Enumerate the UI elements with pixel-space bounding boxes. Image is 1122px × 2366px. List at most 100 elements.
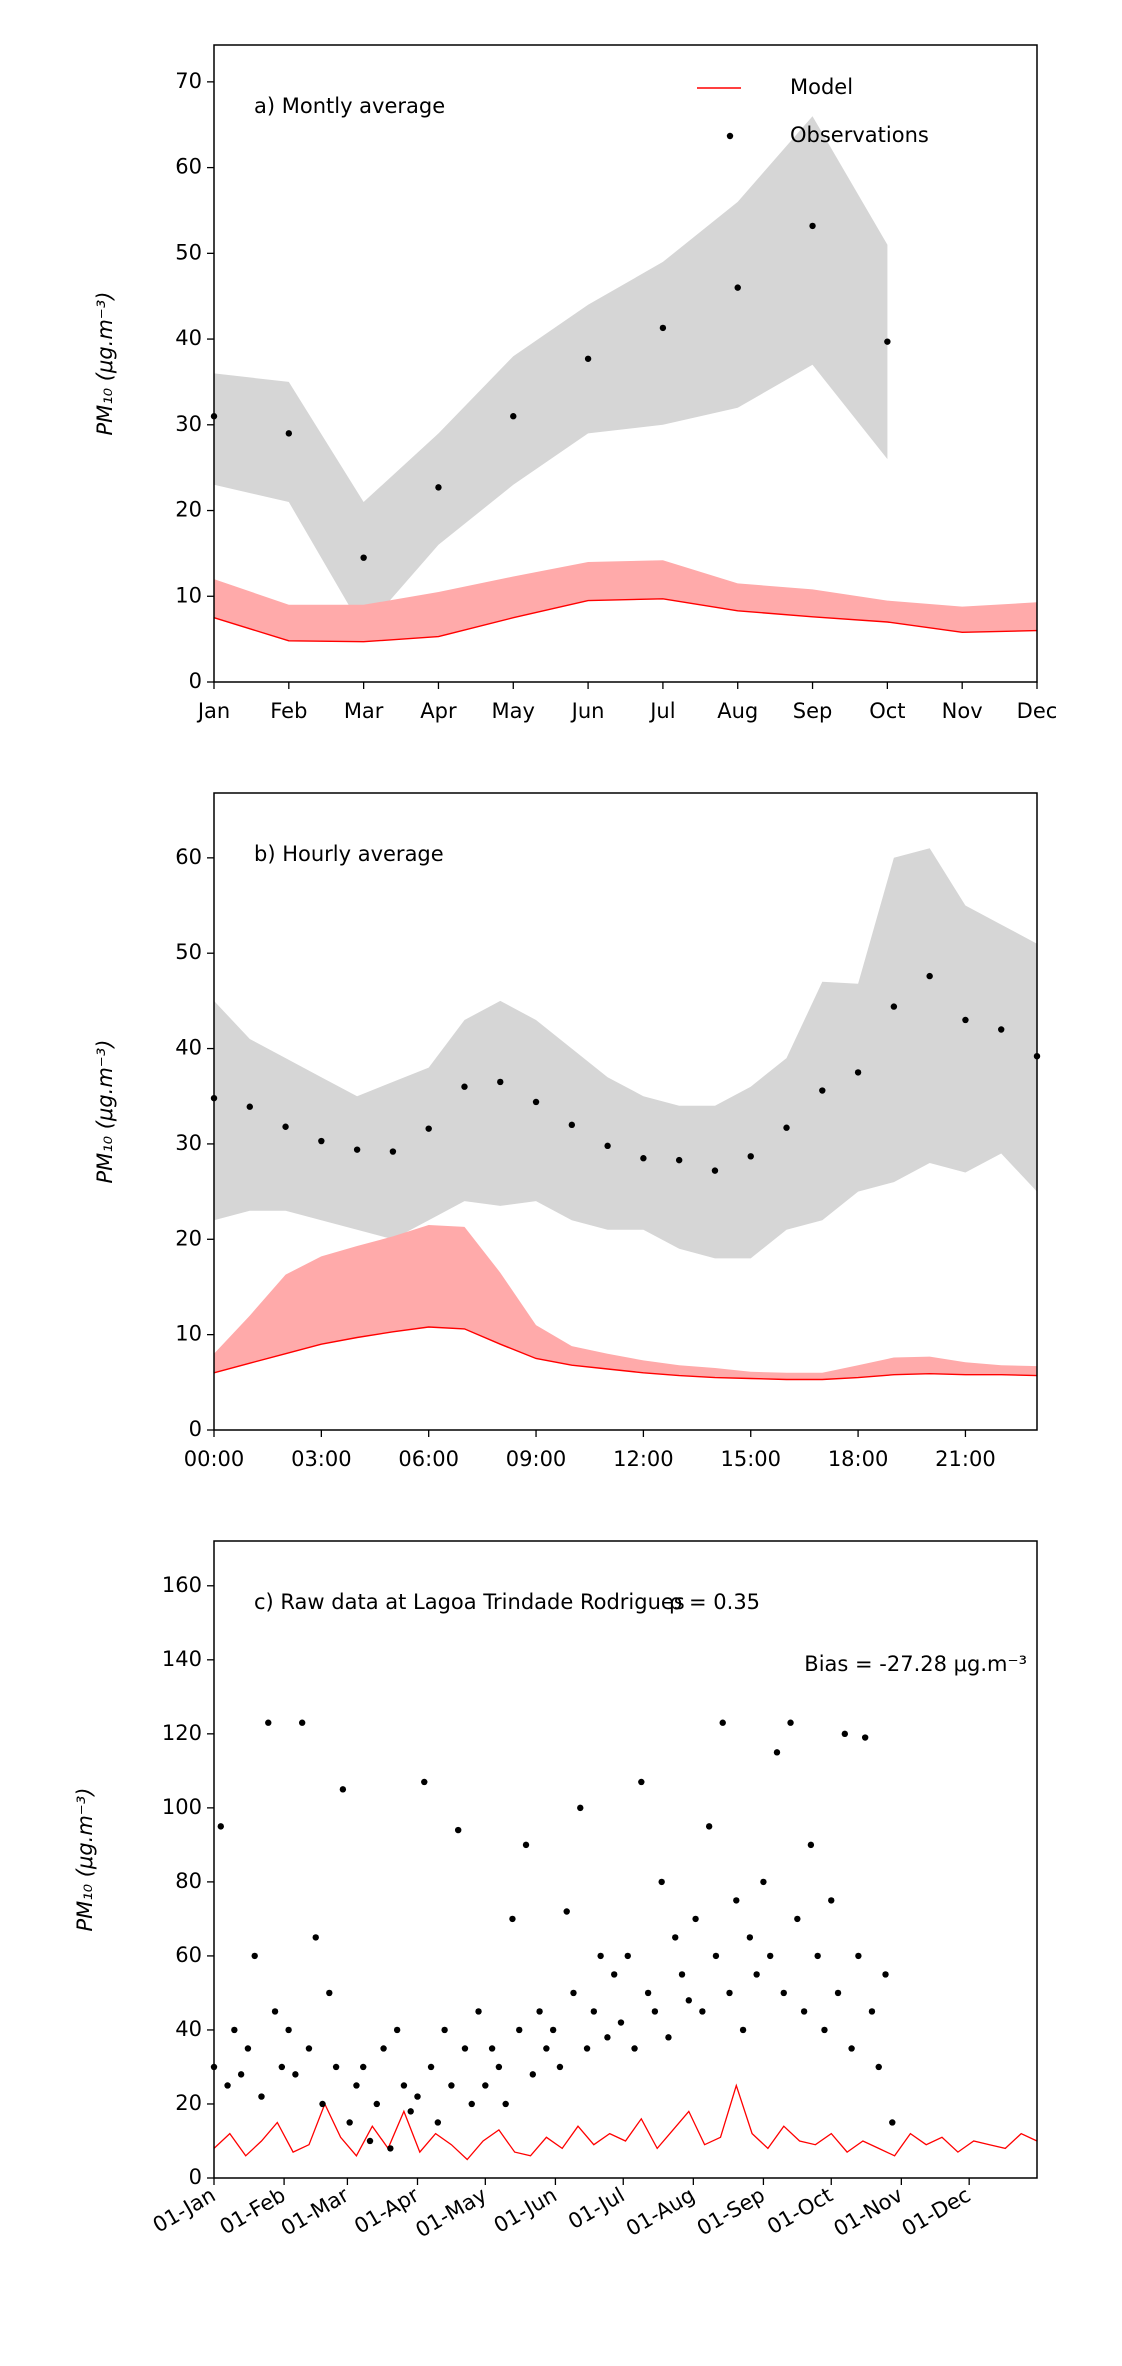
observation-point — [353, 2082, 360, 2089]
observation-point — [678, 1971, 686, 1978]
x-tick-label: 01-Feb — [216, 2183, 290, 2240]
observation-point — [692, 1915, 699, 1923]
observation-point — [244, 2045, 252, 2052]
observation-point — [868, 2008, 876, 2015]
bias-annotation: Bias = -27.28 μg.m⁻³ — [804, 1652, 1027, 1676]
y-tick-label: 100 — [162, 1795, 202, 1819]
x-tick-label: 01-Oct — [763, 2183, 837, 2239]
observation-point — [532, 1098, 540, 1106]
observation-point — [848, 2045, 855, 2052]
observation-point — [604, 2034, 611, 2041]
x-tick-label: 06:00 — [398, 1447, 459, 1471]
x-tick-label: 15:00 — [720, 1447, 781, 1471]
y-tick-label: 10 — [175, 583, 202, 607]
observation-point — [672, 1934, 679, 1941]
observation-point — [638, 1778, 645, 1786]
observation-point — [360, 2063, 367, 2071]
panel-annotation: c) Raw data at Lagoa Trindade Rodrigues — [254, 1590, 685, 1614]
y-tick-label: 0 — [189, 1417, 202, 1441]
observation-point — [773, 1749, 781, 1756]
observation-point — [393, 2026, 401, 2034]
observation-point — [675, 1156, 683, 1164]
legend-label: Observations — [790, 123, 929, 147]
observation-point — [468, 2100, 475, 2108]
observation-point — [800, 2008, 808, 2015]
observation-point — [246, 1103, 253, 1110]
observation-point — [421, 1778, 428, 1786]
observation-point — [739, 2026, 747, 2034]
y-tick-label: 40 — [175, 2017, 202, 2041]
observation-point — [624, 1952, 631, 1960]
x-tick-label: 01-Sep — [693, 2183, 769, 2241]
x-tick-label: Sep — [793, 699, 833, 723]
x-tick-label: Apr — [420, 699, 457, 723]
observation-point — [828, 1897, 835, 1904]
axes-frame — [213, 44, 1038, 683]
observation-point — [568, 1121, 576, 1129]
observation-point — [854, 1069, 862, 1076]
observation-point — [577, 1804, 584, 1812]
observation-point — [631, 2045, 638, 2052]
x-tick-label: 01-Aug — [622, 2183, 699, 2241]
observation-point — [583, 2045, 591, 2052]
observation-point — [726, 1989, 733, 1997]
observation-point — [425, 1125, 432, 1132]
observation-point — [400, 2082, 408, 2089]
observation-point — [380, 2045, 387, 2052]
observation-point — [522, 1841, 530, 1849]
x-tick-label: 01-Jul — [564, 2183, 629, 2234]
model-line — [213, 2083, 1038, 2161]
x-tick-label: 01-Nov — [830, 2183, 907, 2241]
y-tick-label: 20 — [175, 1226, 202, 1250]
observation-point — [488, 2045, 496, 2052]
x-tick-label: May — [492, 699, 535, 723]
observation-point — [427, 2063, 435, 2071]
observation-point — [809, 222, 816, 230]
observation-point — [285, 430, 293, 437]
y-tick-label: 30 — [175, 1131, 202, 1155]
y-tick-label: 10 — [175, 1322, 202, 1346]
observation-point — [644, 1989, 652, 1997]
observation-point — [414, 2093, 421, 2100]
observation-point — [441, 2026, 448, 2034]
observation-point — [389, 1148, 397, 1155]
observation-point — [875, 2063, 882, 2071]
observation-point — [319, 2100, 326, 2108]
x-tick-label: 21:00 — [935, 1447, 996, 1471]
observation-point — [292, 2071, 299, 2078]
observation-point — [733, 1897, 740, 1904]
x-tick-label: 03:00 — [291, 1447, 352, 1471]
band — [214, 848, 1037, 1259]
observation-point — [821, 2026, 828, 2034]
x-tick-label: 12:00 — [613, 1447, 674, 1471]
observation-point — [237, 2071, 245, 2078]
observation-point — [734, 284, 741, 291]
observation-point — [482, 2082, 489, 2089]
observation-point — [529, 2071, 536, 2078]
band — [214, 560, 1037, 642]
y-tick-label: 60 — [175, 1943, 202, 1967]
observation-point — [889, 2119, 896, 2126]
observation-point — [366, 2137, 374, 2145]
y-tick-label: 160 — [162, 1573, 202, 1597]
observation-point — [282, 1123, 289, 1130]
observation-point — [590, 2008, 598, 2015]
y-tick-label: 40 — [175, 326, 202, 350]
observation-point — [712, 1952, 720, 1960]
x-tick-label: 18:00 — [828, 1447, 889, 1471]
observation-point — [231, 2026, 238, 2034]
y-tick-label: 50 — [175, 940, 202, 964]
observation-point — [556, 2063, 564, 2071]
observation-point — [640, 1155, 647, 1162]
x-tick-label: Dec — [1017, 699, 1058, 723]
y-tick-label: 80 — [175, 1869, 202, 1893]
observation-point — [882, 1971, 889, 1978]
observation-point — [434, 2119, 442, 2126]
observation-point — [516, 2026, 523, 2034]
observation-point — [855, 1952, 862, 1960]
x-tick-label: Mar — [344, 699, 384, 723]
y-tick-label: 140 — [162, 1647, 202, 1671]
observation-point — [610, 1971, 618, 1978]
